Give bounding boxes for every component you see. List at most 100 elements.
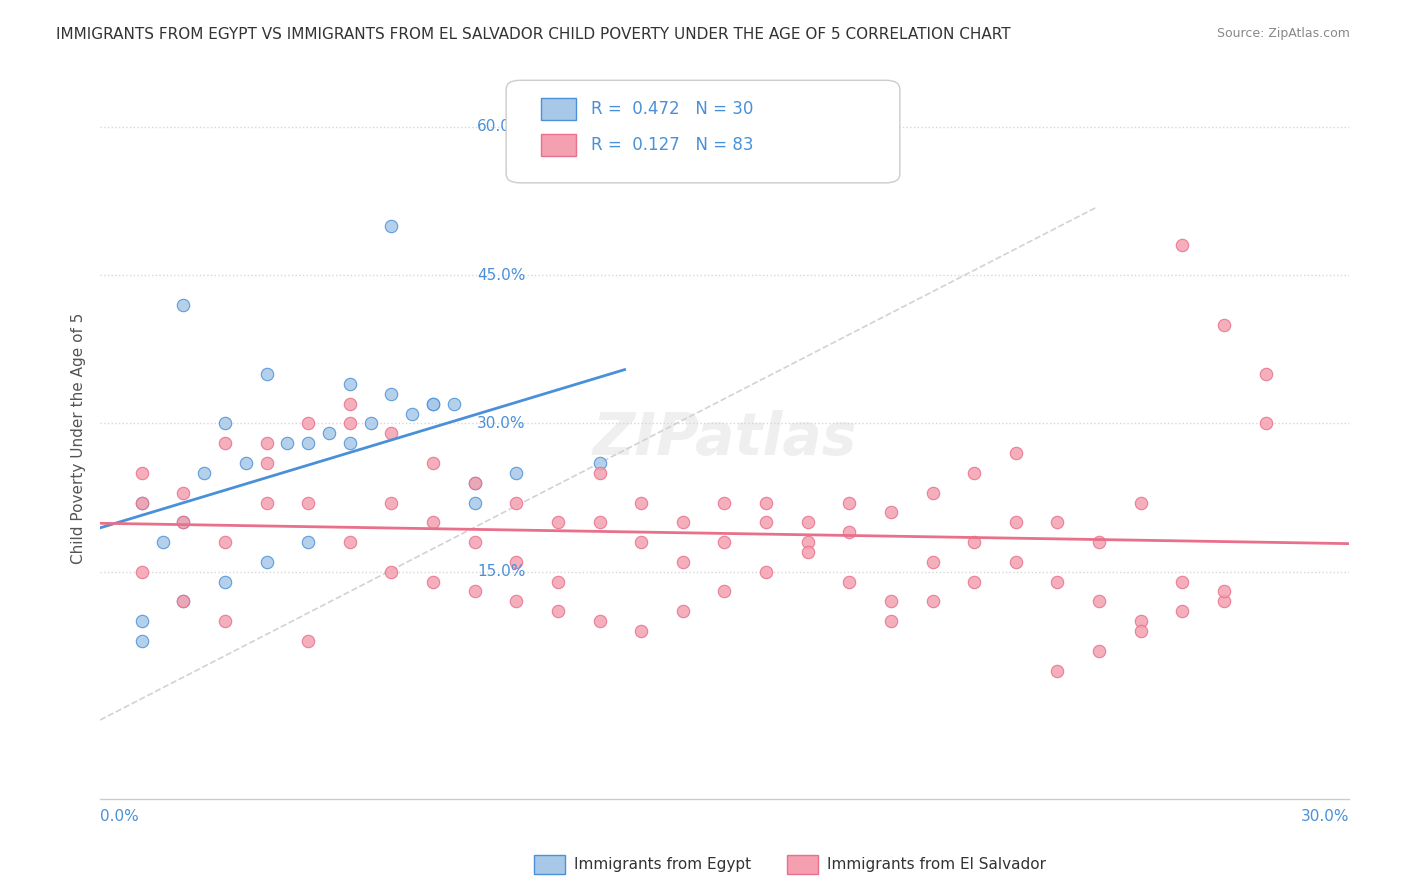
Point <box>880 594 903 608</box>
Point <box>422 456 444 470</box>
Point <box>547 604 569 618</box>
Point <box>1171 238 1194 252</box>
Point <box>131 495 153 509</box>
Point <box>838 525 860 540</box>
Point <box>339 436 361 450</box>
Point <box>921 555 943 569</box>
Point <box>131 565 153 579</box>
Point <box>1046 516 1069 530</box>
Point <box>256 367 278 381</box>
Point <box>297 417 319 431</box>
Point <box>214 614 236 628</box>
Point <box>755 495 778 509</box>
Point <box>630 495 652 509</box>
Point <box>172 594 194 608</box>
Point <box>297 495 319 509</box>
Point <box>505 495 527 509</box>
Point <box>1254 417 1277 431</box>
Text: R =  0.472   N = 30: R = 0.472 N = 30 <box>591 100 752 118</box>
Point <box>1005 516 1028 530</box>
Point <box>464 535 486 549</box>
Point <box>214 417 236 431</box>
Text: Source: ZipAtlas.com: Source: ZipAtlas.com <box>1216 27 1350 40</box>
Point <box>963 466 986 480</box>
Point <box>256 555 278 569</box>
Point <box>880 614 903 628</box>
Point <box>380 386 402 401</box>
Point <box>547 574 569 589</box>
Point <box>339 397 361 411</box>
Point <box>755 516 778 530</box>
Point <box>505 466 527 480</box>
Point <box>713 584 735 599</box>
Point <box>256 495 278 509</box>
Text: 15.0%: 15.0% <box>477 565 526 579</box>
Point <box>422 574 444 589</box>
Point <box>172 298 194 312</box>
Point <box>401 407 423 421</box>
Point <box>1171 574 1194 589</box>
Point <box>339 417 361 431</box>
Point <box>464 475 486 490</box>
Point <box>360 417 382 431</box>
Text: Immigrants from Egypt: Immigrants from Egypt <box>574 857 751 871</box>
Point <box>1046 664 1069 678</box>
Point <box>963 535 986 549</box>
Point <box>152 535 174 549</box>
Point <box>1171 604 1194 618</box>
Point <box>339 535 361 549</box>
Point <box>755 565 778 579</box>
Text: 30.0%: 30.0% <box>477 416 526 431</box>
Point <box>838 495 860 509</box>
Point <box>443 397 465 411</box>
Point <box>1129 614 1152 628</box>
Point <box>921 485 943 500</box>
Text: Immigrants from El Salvador: Immigrants from El Salvador <box>827 857 1046 871</box>
Point <box>588 466 610 480</box>
Point <box>464 584 486 599</box>
Point <box>796 516 818 530</box>
Point <box>921 594 943 608</box>
Point <box>1005 555 1028 569</box>
Point <box>1213 584 1236 599</box>
Point <box>256 456 278 470</box>
Point <box>588 456 610 470</box>
Point <box>172 516 194 530</box>
Point <box>1088 535 1111 549</box>
Point <box>963 574 986 589</box>
Point <box>172 594 194 608</box>
Point <box>172 516 194 530</box>
Point <box>297 535 319 549</box>
Point <box>1129 495 1152 509</box>
Point <box>464 495 486 509</box>
Point <box>880 505 903 519</box>
Point <box>380 219 402 233</box>
Point <box>713 495 735 509</box>
Point <box>318 426 340 441</box>
Point <box>672 516 695 530</box>
Point <box>1213 318 1236 332</box>
Point <box>193 466 215 480</box>
Point <box>796 535 818 549</box>
Point <box>380 565 402 579</box>
Point <box>131 466 153 480</box>
Point <box>1254 367 1277 381</box>
Point <box>422 516 444 530</box>
Point <box>588 516 610 530</box>
Text: R =  0.127   N = 83: R = 0.127 N = 83 <box>591 136 754 153</box>
Point <box>838 574 860 589</box>
Point <box>256 436 278 450</box>
Point <box>214 574 236 589</box>
Point <box>1088 644 1111 658</box>
Point <box>672 604 695 618</box>
Point <box>131 634 153 648</box>
Point <box>422 397 444 411</box>
Point <box>588 614 610 628</box>
Point <box>214 535 236 549</box>
Point <box>297 436 319 450</box>
Point <box>131 495 153 509</box>
Point <box>1213 594 1236 608</box>
Point <box>1088 594 1111 608</box>
Text: 60.0%: 60.0% <box>477 120 526 135</box>
Point <box>276 436 298 450</box>
